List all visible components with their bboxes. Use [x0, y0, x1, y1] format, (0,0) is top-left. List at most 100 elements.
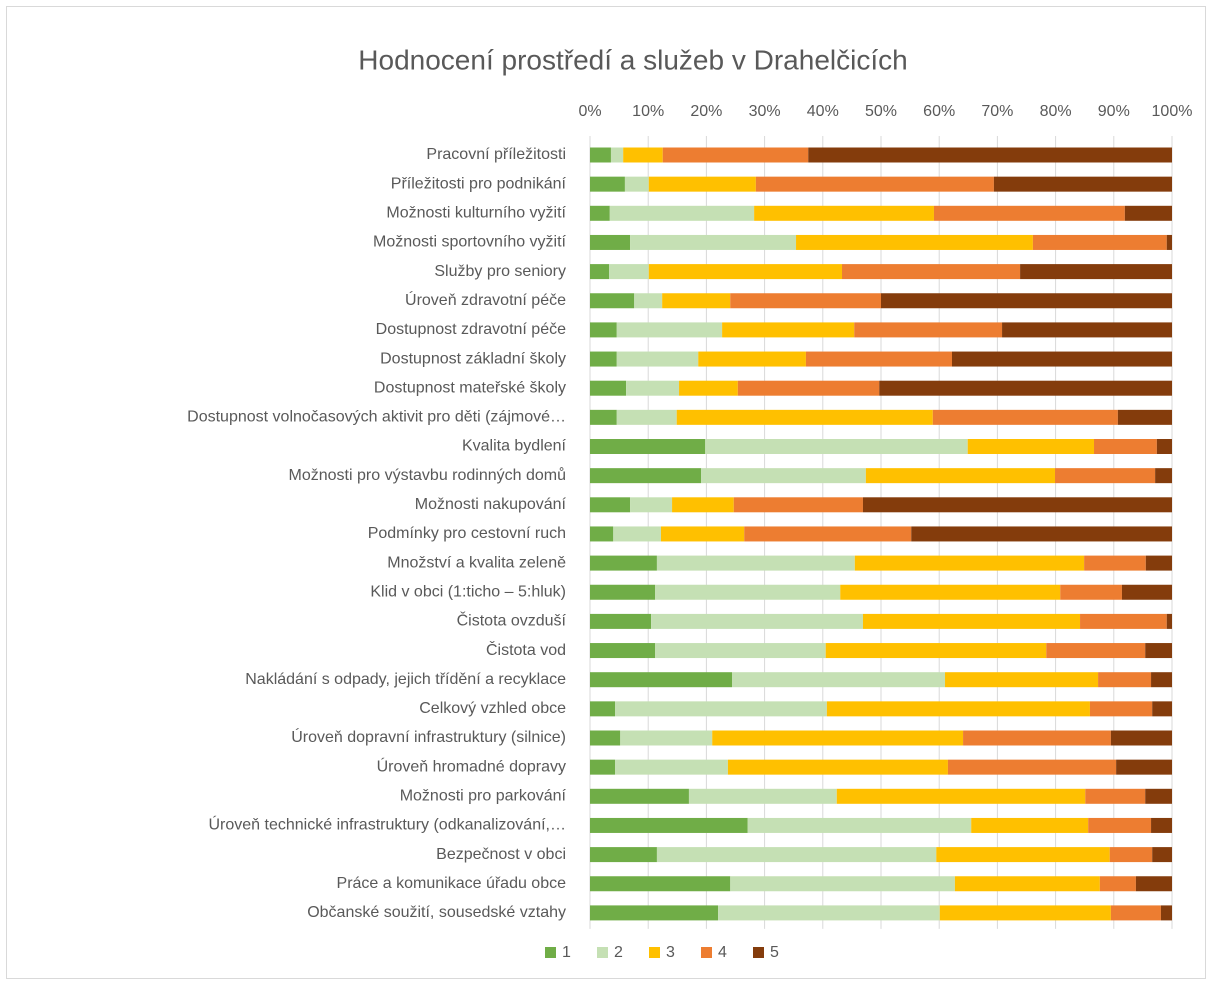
bar-segment [590, 468, 702, 484]
bar-segment [1098, 672, 1152, 688]
bar-segment [662, 293, 731, 309]
bar-segment [590, 613, 652, 629]
legend-label: 5 [770, 944, 779, 961]
bar-segment [1116, 759, 1172, 775]
bar-segment [590, 759, 616, 775]
x-tick-label: 80% [1040, 103, 1072, 120]
y-tick-label: Úroveň technické infrastruktury (odkanal… [209, 815, 567, 834]
bar-segment [609, 205, 755, 221]
bar-segment [590, 497, 631, 513]
bar-segment [805, 351, 953, 367]
bar-segment [610, 147, 624, 163]
y-tick-label: Dostupnost základní školy [380, 350, 566, 367]
bar-segment [993, 176, 1172, 192]
y-tick-label: Množství a kvalita zeleně [387, 554, 566, 571]
legend-swatch [701, 947, 712, 958]
bar-segment [1085, 788, 1146, 804]
chart-title: Hodnocení prostředí a služeb v Drahelčic… [358, 44, 907, 75]
bar-segment [623, 147, 663, 163]
bar-segment [963, 730, 1111, 746]
bar-segment [733, 497, 863, 513]
bar-segment [676, 409, 933, 425]
y-tick-label: Možnosti nakupování [415, 496, 567, 513]
bar-segment [634, 293, 663, 309]
bar-segment [590, 205, 610, 221]
legend-label: 2 [614, 944, 623, 961]
bar-segment [590, 380, 627, 396]
bar-segment [730, 876, 955, 892]
bar-segment [936, 847, 1110, 863]
bar-segment [1060, 584, 1122, 600]
bar-segment [613, 526, 662, 542]
y-tick-label: Dostupnost mateřské školy [374, 379, 566, 396]
bar-segment [1155, 468, 1172, 484]
bar-segment [1160, 905, 1172, 921]
bar-segment [661, 526, 745, 542]
bar-segment [615, 701, 827, 717]
y-tick-label: Celkový vzhled obce [419, 700, 566, 717]
y-tick-label: Klid v obci (1:ticho – 5:hluk) [370, 583, 566, 600]
legend-swatch [597, 947, 608, 958]
bar-segment [1152, 847, 1172, 863]
bar-segment [1151, 817, 1172, 833]
bar-segment [1166, 234, 1172, 250]
y-tick-label: Čistota ovzduší [457, 611, 567, 630]
x-tick-label: 20% [690, 103, 722, 120]
y-tick-label: Úroveň hromadné dopravy [377, 756, 566, 775]
x-tick-label: 40% [807, 103, 839, 120]
bar-segment [952, 351, 1172, 367]
bar-segment [967, 439, 1095, 454]
bar-segment [755, 176, 994, 192]
y-tick-label: Pracovní příležitosti [426, 146, 566, 163]
y-tick-label: Služby pro seniory [434, 263, 566, 280]
bar-segment [590, 730, 621, 746]
bar-segment [1080, 613, 1167, 629]
bar-segment [630, 497, 673, 513]
bar-segment [1145, 555, 1172, 571]
legend-swatch [753, 947, 764, 958]
x-tick-label: 100% [1152, 103, 1193, 120]
y-tick-label: Možnosti pro parkování [400, 788, 567, 805]
bar-segment [737, 380, 880, 396]
bar-segment [854, 555, 1085, 571]
bar-segment [796, 234, 1033, 250]
x-tick-label: 50% [865, 103, 897, 120]
bar-segment [655, 584, 841, 600]
bar-segment [698, 351, 806, 367]
bar-segment [590, 234, 631, 250]
bar-segment [1089, 701, 1153, 717]
legend-label: 3 [666, 944, 675, 961]
bar-segment [616, 409, 677, 425]
bar-segment [590, 147, 611, 163]
bar-segment [1145, 643, 1172, 659]
bar-segment [701, 468, 866, 484]
bar-segment [747, 817, 972, 833]
bar-segment [616, 322, 723, 338]
bar-segment [590, 817, 748, 833]
bar-segment [1121, 584, 1172, 600]
bar-segment [1124, 205, 1172, 221]
bar-segment [911, 526, 1172, 542]
bar-segment [1109, 847, 1153, 863]
legend-swatch [545, 947, 556, 958]
bar-segment [842, 264, 1021, 280]
y-tick-label: Dostupnost volnočasových aktivit pro dět… [187, 409, 566, 426]
bar-segment [732, 672, 946, 688]
bar-segment [590, 788, 689, 804]
bar-segment [718, 905, 940, 921]
y-tick-label: Nakládání s odpady, jejich třídění a rec… [245, 671, 566, 688]
bar-segment [616, 351, 699, 367]
bar-segment [590, 701, 616, 717]
bar-segment [609, 264, 649, 280]
bar-segment [730, 293, 881, 309]
legend-label: 1 [562, 944, 571, 961]
bar-segment [1110, 905, 1161, 921]
bar-segment [590, 643, 656, 659]
bar-segment [1099, 876, 1136, 892]
bar-segment [1094, 439, 1157, 454]
bar-segment [947, 759, 1117, 775]
bar-segment [590, 905, 719, 921]
bar-segment [825, 643, 1047, 659]
bar-segment [705, 439, 968, 454]
